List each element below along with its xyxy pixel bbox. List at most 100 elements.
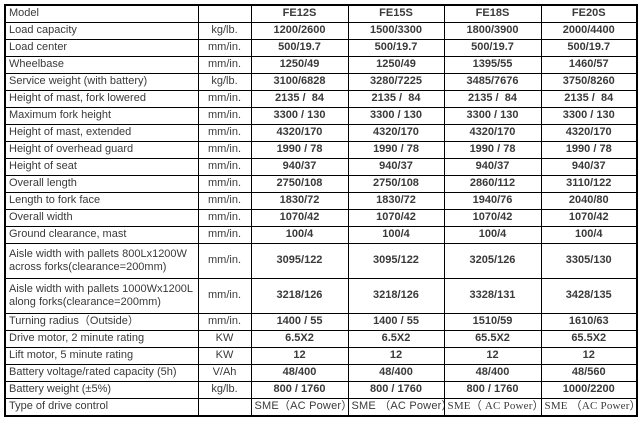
row-unit: mm/in. [197,158,252,176]
row-value: 800 / 1760 [250,381,349,399]
row-label: Battery voltage/rated capacity (5h) [4,364,199,382]
row-value: 940/37 [347,158,445,176]
row-value: 3485/7676 [443,73,542,91]
row-value: 3218/126 [250,278,349,314]
row-unit: mm/in. [197,209,252,227]
row-label: Battery weight (±5%) [4,381,199,399]
row-value: 500/19.7 [443,39,542,57]
row-value: 1070/42 [347,209,445,227]
row-value: 800 / 1760 [347,381,445,399]
row-value: 1070/42 [540,209,638,227]
row-label: Load center [4,39,199,57]
row-value: 3300 / 130 [347,107,445,125]
table-body: Load capacity kg/lb. 1200/2600 1500/3300 180… [4,22,638,417]
forklift-spec-table: Model FE12S FE15S FE18S FE20S Load capac… [4,4,638,417]
spec-row: Maximum fork height mm/in. 3300 / 130 3300 … [4,107,638,125]
row-value: 2135 / 84 [250,90,349,108]
unit-header-cell [197,4,252,23]
row-unit: kg/lb. [197,381,252,399]
model-name-fe18s: FE18S [443,4,542,23]
row-unit: mm/in. [197,243,252,279]
row-value: 6.5X2 [347,330,445,348]
row-value: 1830/72 [347,192,445,210]
row-value: 1940/76 [443,192,542,210]
row-label: Drive motor, 2 minute rating [4,330,199,348]
spec-sheet-page: Model FE12S FE15S FE18S FE20S Load capac… [4,4,638,417]
row-unit: kg/lb. [197,22,252,40]
row-unit: KW [197,347,252,365]
spec-row: Aisle width with pallets 1000Wx1200L alo… [4,278,638,314]
row-value: 500/19.7 [250,39,349,57]
row-value: 1200/2600 [250,22,349,40]
row-value: 940/37 [540,158,638,176]
row-value: 1250/49 [250,56,349,74]
row-value: 1990 / 78 [443,141,542,159]
row-value: 1800/3900 [443,22,542,40]
row-value: 100/4 [347,226,445,244]
row-value: SME （AC Power） [540,398,638,417]
spec-row: Height of seat mm/in. 940/37 940/37 940/37 94… [4,158,638,176]
row-label: Lift motor, 5 minute rating [4,347,199,365]
row-label: Overall length [4,175,199,193]
row-value: 4320/170 [347,124,445,142]
model-name-fe20s: FE20S [540,4,638,23]
row-value: 3095/122 [347,243,445,279]
spec-row: Aisle width with pallets 800Lx1200W acro… [4,243,638,279]
row-unit: mm/in. [197,175,252,193]
row-label: Overall width [4,209,199,227]
row-label: Ground clearance, mast [4,226,199,244]
row-value: 3280/7225 [347,73,445,91]
row-value: 2135 / 84 [347,90,445,108]
row-value: 2135 / 84 [443,90,542,108]
row-value: SME（ AC Power） [443,398,542,417]
model-name-fe12s: FE12S [250,4,349,23]
spec-row: Overall length mm/in. 2750/108 2750/108 2860… [4,175,638,193]
row-value: 65.5X2 [540,330,638,348]
row-value: 3428/135 [540,278,638,314]
row-value: 2135 / 84 [540,90,638,108]
row-value: 500/19.7 [540,39,638,57]
row-unit: mm/in. [197,56,252,74]
row-unit: mm/in. [197,124,252,142]
spec-row: Battery voltage/rated capacity (5h) V/Ah 4… [4,364,638,382]
row-value: 940/37 [443,158,542,176]
spec-row: Wheelbase mm/in. 1250/49 1250/49 1395/55 1460… [4,56,638,74]
spec-row: Height of mast, fork lowered mm/in. 2135 /… [4,90,638,108]
table-head: Model FE12S FE15S FE18S FE20S [4,4,638,23]
row-value: 3205/126 [443,243,542,279]
row-value: 48/560 [540,364,638,382]
row-value: 1990 / 78 [347,141,445,159]
row-value: 800 / 1760 [443,381,542,399]
row-value: 3305/130 [540,243,638,279]
row-value: 4320/170 [250,124,349,142]
row-value: 4320/170 [540,124,638,142]
row-value: 100/4 [540,226,638,244]
row-value: 2750/108 [347,175,445,193]
row-label: Height of seat [4,158,199,176]
row-unit: mm/in. [197,192,252,210]
row-value: 6.5X2 [250,330,349,348]
row-label: Height of mast, extended [4,124,199,142]
row-label: Length to fork face [4,192,199,210]
row-value: 1400 / 55 [250,313,349,331]
row-unit: mm/in. [197,226,252,244]
model-header-cell: Model [4,4,199,23]
spec-row: Height of overhead guard mm/in. 1990 / 78 1… [4,141,638,159]
row-value: 12 [443,347,542,365]
row-label: Aisle width with pallets 1000Wx1200L alo… [4,278,199,314]
row-unit: kg/lb. [197,73,252,91]
row-value: 12 [540,347,638,365]
row-label: Service weight (with battery) [4,73,199,91]
row-label: Wheelbase [4,56,199,74]
row-value: 3100/6828 [250,73,349,91]
row-value: 3110/122 [540,175,638,193]
spec-row: Load center mm/in. 500/19.7 500/19.7 500/19.… [4,39,638,57]
row-label: Load capacity [4,22,199,40]
spec-row: Battery weight (±5%) kg/lb. 800 / 1760 800 … [4,381,638,399]
row-value: 12 [250,347,349,365]
row-value: 1990 / 78 [540,141,638,159]
spec-row: Ground clearance, mast mm/in. 100/4 100/4 10… [4,226,638,244]
row-label: Height of mast, fork lowered [4,90,199,108]
row-value: 3300 / 130 [250,107,349,125]
row-unit: mm/in. [197,90,252,108]
